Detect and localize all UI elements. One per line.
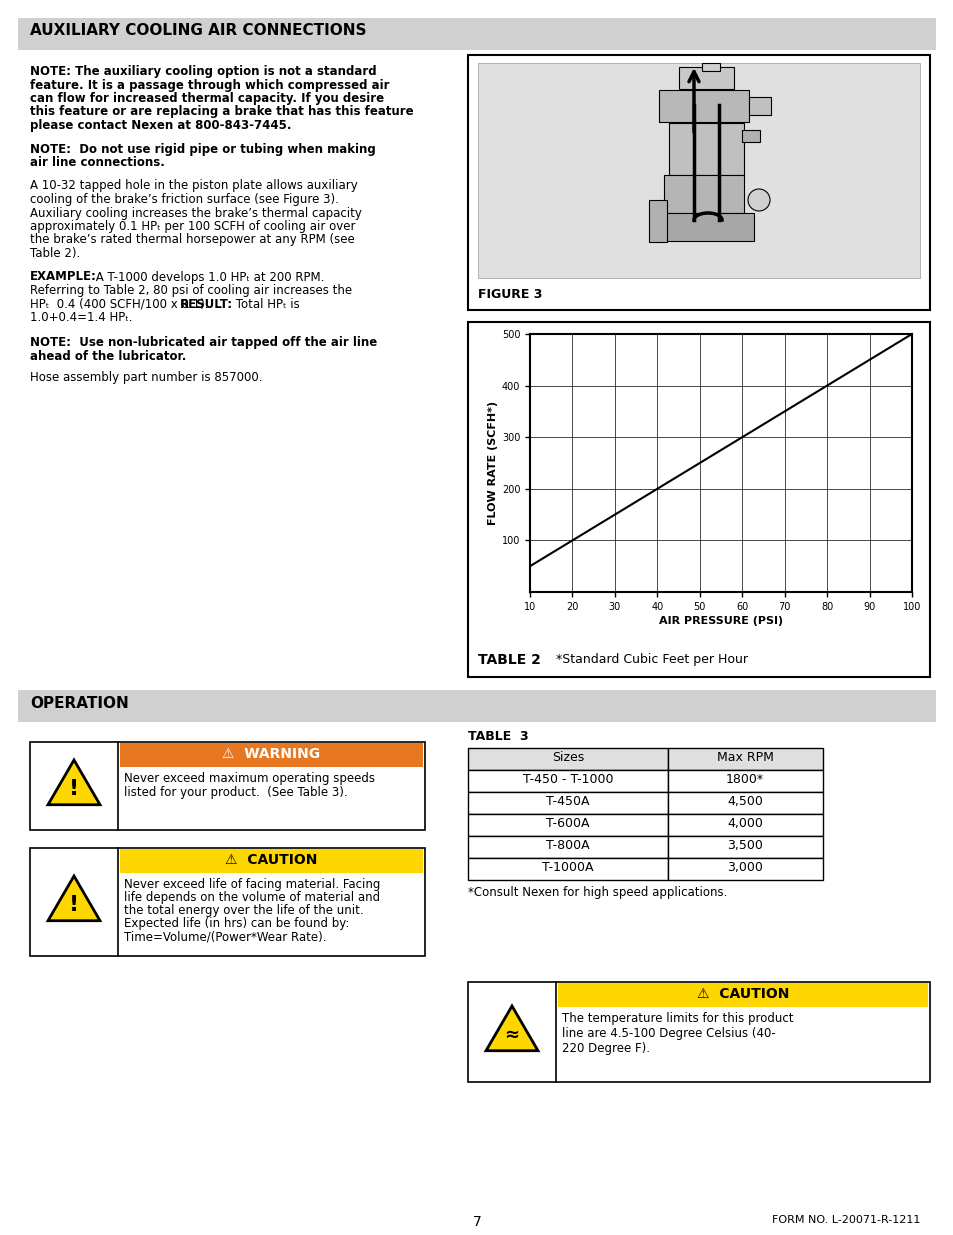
FancyBboxPatch shape [667,836,822,858]
Text: A 10-32 tapped hole in the piston plate allows auxiliary: A 10-32 tapped hole in the piston plate … [30,179,357,193]
Text: !: ! [69,778,79,799]
Text: EXAMPLE:: EXAMPLE: [30,270,97,284]
X-axis label: AIR PRESSURE (PSI): AIR PRESSURE (PSI) [659,616,782,626]
Text: 4,000: 4,000 [726,818,762,830]
FancyBboxPatch shape [667,858,822,881]
FancyBboxPatch shape [648,200,666,242]
Text: the total energy over the life of the unit.: the total energy over the life of the un… [124,904,363,918]
Text: AUXILIARY COOLING AIR CONNECTIONS: AUXILIARY COOLING AIR CONNECTIONS [30,23,366,38]
Text: Total HPₜ is: Total HPₜ is [232,298,299,310]
FancyBboxPatch shape [18,19,935,49]
Text: the brake’s rated thermal horsepower at any RPM (see: the brake’s rated thermal horsepower at … [30,233,355,247]
Text: 4,500: 4,500 [726,795,762,808]
Text: *Consult Nexen for high speed applications.: *Consult Nexen for high speed applicatio… [468,885,726,899]
Text: Hose assembly part number is 857000.: Hose assembly part number is 857000. [30,370,262,384]
Text: air line connections.: air line connections. [30,156,165,169]
Text: Max RPM: Max RPM [716,751,773,764]
Text: !: ! [69,894,79,915]
FancyBboxPatch shape [748,98,770,115]
FancyBboxPatch shape [120,743,422,767]
Text: ahead of the lubricator.: ahead of the lubricator. [30,350,186,363]
Circle shape [747,189,769,211]
Text: Expected life (in hrs) can be found by:: Expected life (in hrs) can be found by: [124,918,349,930]
FancyBboxPatch shape [558,983,927,1007]
Text: A T-1000 develops 1.0 HPₜ at 200 RPM.: A T-1000 develops 1.0 HPₜ at 200 RPM. [91,270,324,284]
Text: RESULT:: RESULT: [180,298,233,310]
FancyBboxPatch shape [741,130,760,142]
Text: 220 Degree F).: 220 Degree F). [561,1042,649,1055]
FancyBboxPatch shape [654,212,753,241]
FancyBboxPatch shape [468,792,667,814]
FancyBboxPatch shape [468,748,667,769]
Y-axis label: FLOW RATE (SCFH*): FLOW RATE (SCFH*) [487,401,497,525]
Text: approximately 0.1 HPₜ per 100 SCFH of cooling air over: approximately 0.1 HPₜ per 100 SCFH of co… [30,220,355,233]
FancyBboxPatch shape [667,769,822,792]
FancyBboxPatch shape [468,836,667,858]
FancyBboxPatch shape [701,63,720,70]
Text: please contact Nexen at 800-843-7445.: please contact Nexen at 800-843-7445. [30,119,292,132]
Polygon shape [48,760,100,805]
FancyBboxPatch shape [468,982,929,1082]
Text: Never exceed life of facing material. Facing: Never exceed life of facing material. Fa… [124,878,380,890]
FancyBboxPatch shape [663,175,743,212]
Text: T-450A: T-450A [546,795,589,808]
Text: HPₜ  0.4 (400 SCFH/100 x 0.1).: HPₜ 0.4 (400 SCFH/100 x 0.1). [30,298,215,310]
Text: TABLE 2: TABLE 2 [477,653,540,667]
FancyBboxPatch shape [468,858,667,881]
Text: T-450 - T-1000: T-450 - T-1000 [522,773,613,785]
FancyBboxPatch shape [468,814,667,836]
FancyBboxPatch shape [468,769,667,792]
FancyBboxPatch shape [30,742,424,830]
Text: 1800*: 1800* [725,773,763,785]
FancyBboxPatch shape [468,56,929,310]
Text: FIGURE 3: FIGURE 3 [477,288,542,301]
Text: 3,000: 3,000 [726,861,762,874]
FancyBboxPatch shape [667,814,822,836]
Text: TABLE  3: TABLE 3 [468,730,528,743]
Text: can flow for increased thermal capacity. If you desire: can flow for increased thermal capacity.… [30,91,384,105]
Text: 7: 7 [472,1215,481,1229]
Polygon shape [485,1007,537,1051]
Text: ⚠  CAUTION: ⚠ CAUTION [225,853,316,867]
Text: 1.0+0.4=1.4 HPₜ.: 1.0+0.4=1.4 HPₜ. [30,311,132,324]
FancyBboxPatch shape [667,748,822,769]
Text: NOTE:  Do not use rigid pipe or tubing when making: NOTE: Do not use rigid pipe or tubing wh… [30,142,375,156]
FancyBboxPatch shape [679,67,733,89]
Text: listed for your product.  (See Table 3).: listed for your product. (See Table 3). [124,785,347,799]
FancyBboxPatch shape [120,848,422,873]
Text: T-1000A: T-1000A [541,861,593,874]
Text: feature. It is a passage through which compressed air: feature. It is a passage through which c… [30,79,389,91]
Text: NOTE: The auxiliary cooling option is not a standard: NOTE: The auxiliary cooling option is no… [30,65,376,78]
Text: NOTE:  Use non-lubricated air tapped off the air line: NOTE: Use non-lubricated air tapped off … [30,336,376,350]
FancyBboxPatch shape [468,322,929,677]
FancyBboxPatch shape [667,792,822,814]
Text: cooling of the brake’s friction surface (see Figure 3).: cooling of the brake’s friction surface … [30,193,338,206]
Text: Never exceed maximum operating speeds: Never exceed maximum operating speeds [124,772,375,785]
FancyBboxPatch shape [30,848,424,956]
Text: ⚠  CAUTION: ⚠ CAUTION [696,987,788,1002]
Text: ≈: ≈ [504,1025,519,1044]
Text: The temperature limits for this product: The temperature limits for this product [561,1011,793,1025]
Text: Referring to Table 2, 80 psi of cooling air increases the: Referring to Table 2, 80 psi of cooling … [30,284,352,296]
Text: ⚠  WARNING: ⚠ WARNING [222,747,319,761]
Text: life depends on the volume of material and: life depends on the volume of material a… [124,890,379,904]
Text: OPERATION: OPERATION [30,697,129,711]
Text: T-800A: T-800A [546,839,589,852]
Polygon shape [48,876,100,921]
Text: *Standard Cubic Feet per Hour: *Standard Cubic Feet per Hour [556,653,747,666]
Text: 3,500: 3,500 [726,839,762,852]
Text: Table 2).: Table 2). [30,247,80,261]
Text: line are 4.5-100 Degree Celsius (40-: line are 4.5-100 Degree Celsius (40- [561,1028,775,1040]
FancyBboxPatch shape [668,124,743,175]
Text: this feature or are replacing a brake that has this feature: this feature or are replacing a brake th… [30,105,414,119]
Text: FORM NO. L-20071-R-1211: FORM NO. L-20071-R-1211 [771,1215,919,1225]
Text: Time=Volume/(Power*Wear Rate).: Time=Volume/(Power*Wear Rate). [124,930,326,944]
FancyBboxPatch shape [659,90,748,122]
Text: Sizes: Sizes [551,751,583,764]
Text: T-600A: T-600A [546,818,589,830]
Text: Auxiliary cooling increases the brake’s thermal capacity: Auxiliary cooling increases the brake’s … [30,206,361,220]
FancyBboxPatch shape [477,63,919,278]
FancyBboxPatch shape [18,690,935,722]
